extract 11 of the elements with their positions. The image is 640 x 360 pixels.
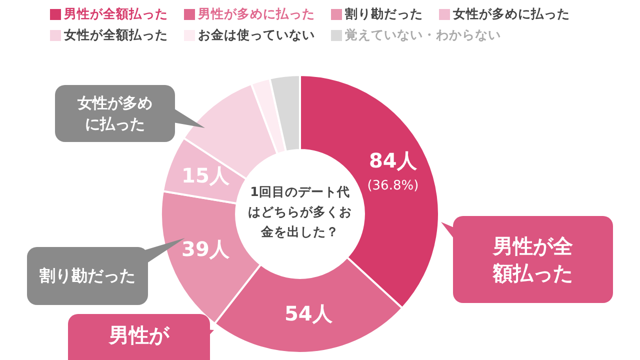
legend-label: 覚えていない・わからない	[345, 27, 501, 44]
legend-label: 男性が全額払った	[64, 6, 168, 23]
text: 1回目のデート代はどちらが多くお金を出した？	[248, 183, 352, 241]
legend-label: 女性が多めに払った	[453, 6, 570, 23]
data-label: 54人	[284, 301, 334, 326]
data-label: 15人	[182, 163, 230, 188]
legend-label: 女性が全額払った	[64, 27, 168, 44]
legend-label: 割り勘だった	[345, 6, 423, 23]
legend-label: 男性が多めに払った	[198, 6, 315, 23]
legend-label: お金は使っていない	[198, 27, 315, 44]
data-label: 84人 (36.8%)	[367, 148, 419, 194]
